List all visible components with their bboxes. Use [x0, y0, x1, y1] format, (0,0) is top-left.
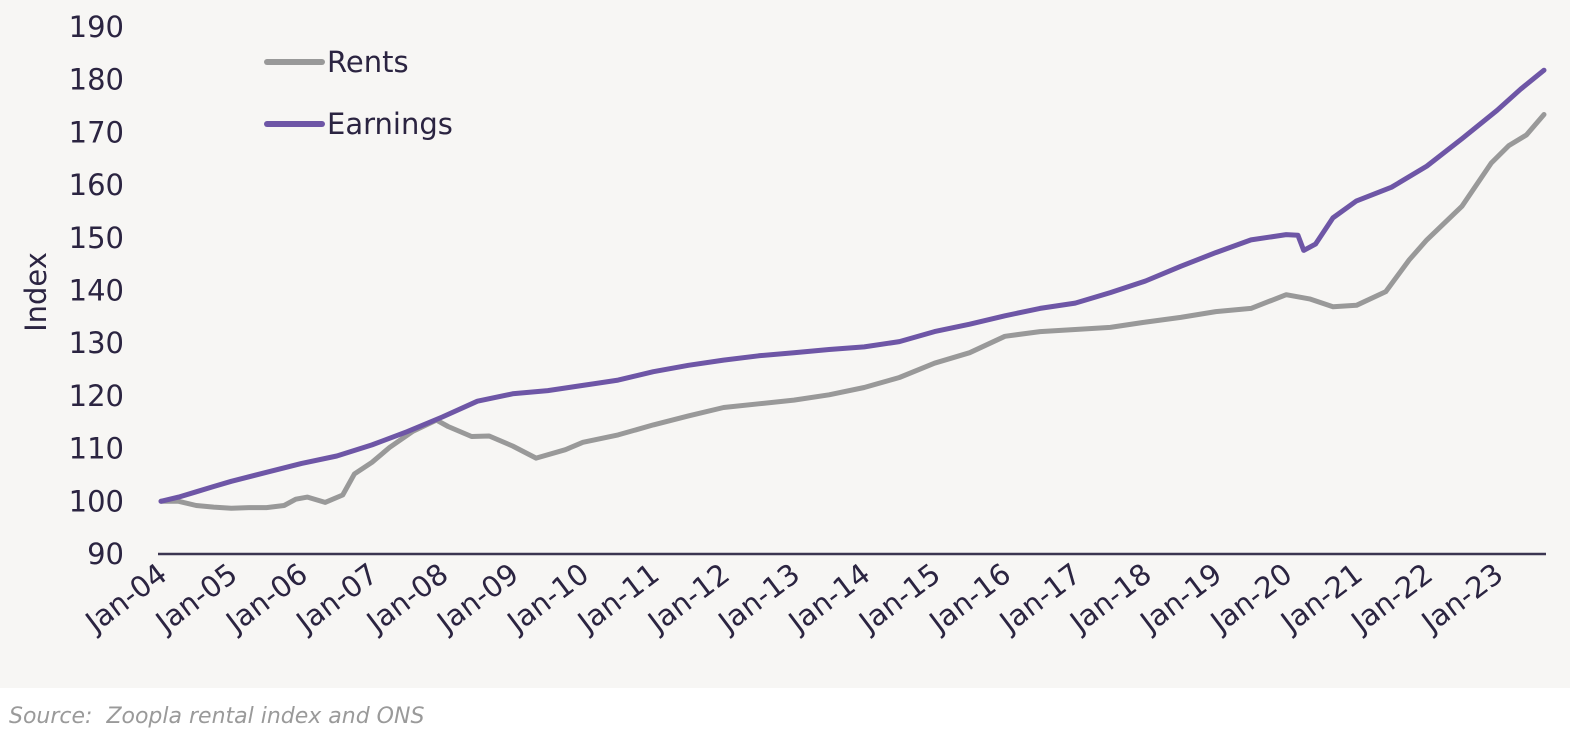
x-tick-label: Jan-11: [570, 556, 666, 640]
x-tick-label: Jan-16: [921, 556, 1017, 640]
y-tick-label: 110: [69, 432, 124, 466]
series-line-rents: [158, 112, 1547, 511]
y-tick-label: 100: [69, 484, 124, 518]
x-axis-ticks: Jan-04Jan-05Jan-06Jan-07Jan-08Jan-09Jan-…: [78, 556, 1510, 640]
x-tick-label: Jan-18: [1062, 556, 1158, 640]
x-tick-label: Jan-07: [289, 556, 385, 640]
y-axis-title: Index: [19, 252, 53, 332]
series-line-earnings: [158, 67, 1547, 504]
legend-label-rents: Rents: [327, 45, 409, 79]
chart-panel: 90 100 110 120 130 140 150 160 170 180 190 Jan-04 J…: [0, 0, 1570, 688]
legend: Rents Earnings: [264, 45, 453, 141]
y-tick-label: 160: [69, 168, 124, 202]
x-tick-label: Jan-13: [711, 556, 807, 640]
x-tick-label: Jan-05: [148, 556, 244, 640]
x-tick-label: Jan-22: [1343, 556, 1439, 640]
x-tick-label: Jan-06: [218, 556, 314, 640]
y-axis-ticks: 90 100 110 120 130 140 150 160 170 180 190: [69, 10, 124, 571]
y-tick-label: 190: [69, 10, 124, 44]
x-tick-label: Jan-23: [1414, 556, 1510, 640]
x-tick-label: Jan-08: [359, 556, 455, 640]
y-tick-label: 150: [69, 221, 124, 255]
source-note: Source: Zoopla rental index and ONS: [9, 704, 425, 729]
x-tick-label: Jan-21: [1273, 556, 1369, 640]
x-tick-label: Jan-09: [429, 556, 525, 640]
x-tick-label: Jan-19: [1132, 556, 1228, 640]
x-tick-label: Jan-17: [992, 556, 1088, 640]
x-tick-label: Jan-20: [1203, 556, 1299, 640]
x-tick-label: Jan-12: [640, 556, 736, 640]
y-tick-label: 140: [69, 274, 124, 308]
y-tick-label: 120: [69, 379, 124, 413]
y-tick-label: 170: [69, 115, 124, 149]
x-tick-label: Jan-14: [781, 556, 877, 640]
x-tick-label: Jan-10: [500, 556, 596, 640]
y-tick-label: 130: [69, 326, 124, 360]
y-tick-label: 180: [69, 63, 124, 97]
x-tick-label: Jan-15: [851, 556, 947, 640]
series-group: [158, 67, 1547, 511]
line-chart: 90 100 110 120 130 140 150 160 170 180 190 Jan-04J…: [19, 10, 1547, 640]
y-tick-label: 90: [87, 537, 124, 571]
legend-label-earnings: Earnings: [327, 107, 453, 141]
